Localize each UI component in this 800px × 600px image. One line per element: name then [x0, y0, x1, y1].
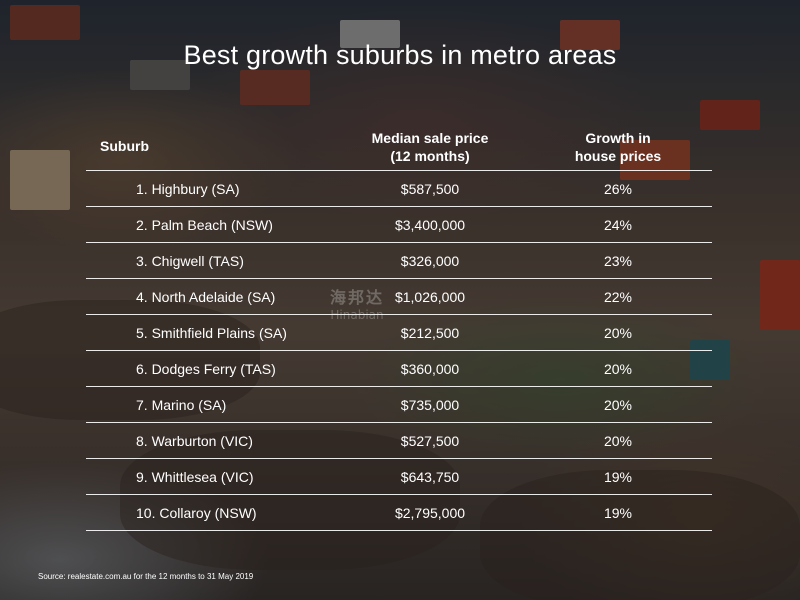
- price-cell: $212,500: [400, 325, 460, 341]
- roof-shape: [10, 150, 70, 210]
- growth-cell: 23%: [603, 253, 633, 269]
- header-growth-line1: Growth in: [585, 130, 651, 146]
- roof-shape: [340, 20, 400, 48]
- header-growth-line2: house prices: [574, 148, 662, 164]
- suburb-cell: 9. Whittlesea (VIC): [136, 469, 254, 485]
- suburb-cell: 4. North Adelaide (SA): [136, 289, 276, 305]
- roof-shape: [620, 140, 690, 180]
- growth-cell: 20%: [603, 325, 633, 341]
- table-row: 8. Warburton (VIC) $527,500 20%: [86, 422, 712, 458]
- growth-cell: 26%: [603, 181, 633, 197]
- growth-cell: 20%: [603, 361, 633, 377]
- source-note: Source: realestate.com.au for the 12 mon…: [38, 572, 254, 581]
- price-cell: $527,500: [400, 433, 460, 449]
- price-cell: $3,400,000: [394, 217, 466, 233]
- header-growth: Growth in house prices: [548, 129, 688, 165]
- price-cell: $326,000: [400, 253, 460, 269]
- table-row: 5. Smithfield Plains (SA) $212,500 20%: [86, 314, 712, 350]
- growth-cell: 24%: [603, 217, 633, 233]
- growth-cell: 22%: [603, 289, 633, 305]
- header-suburb: Suburb: [100, 138, 149, 154]
- rock-shape: [0, 300, 260, 420]
- suburb-cell: 3. Chigwell (TAS): [136, 253, 244, 269]
- watermark-logo: 海邦达: [330, 288, 385, 307]
- suburb-cell: 1. Highbury (SA): [136, 181, 240, 197]
- rock-shape: [120, 430, 460, 570]
- header-price: Median sale price (12 months): [330, 129, 530, 165]
- table-header: Suburb Median sale price (12 months) Gro…: [86, 126, 712, 170]
- roof-shape: [240, 70, 310, 105]
- table-row: 6. Dodges Ferry (TAS) $360,000 20%: [86, 350, 712, 386]
- price-cell: $735,000: [400, 397, 460, 413]
- table-row: 3. Chigwell (TAS) $326,000 23%: [86, 242, 712, 278]
- suburb-cell: 6. Dodges Ferry (TAS): [136, 361, 276, 377]
- rock-shape: [480, 470, 800, 600]
- roof-shape: [700, 100, 760, 130]
- roof-shape: [760, 260, 800, 330]
- watermark: 海邦达 Hinabian: [330, 284, 384, 322]
- header-price-line2: (12 months): [390, 148, 470, 164]
- table-row: 9. Whittlesea (VIC) $643,750 19%: [86, 458, 712, 494]
- table-row: 4. North Adelaide (SA) $1,026,000 22%: [86, 278, 712, 314]
- table-bottom-rule: [86, 530, 712, 531]
- price-cell: $643,750: [400, 469, 460, 485]
- roof-shape: [10, 5, 80, 40]
- suburb-cell: 5. Smithfield Plains (SA): [136, 325, 287, 341]
- growth-table: Suburb Median sale price (12 months) Gro…: [86, 126, 712, 531]
- table-row: 7. Marino (SA) $735,000 20%: [86, 386, 712, 422]
- growth-cell: 20%: [603, 397, 633, 413]
- price-cell: $1,026,000: [394, 289, 466, 305]
- roof-shape: [130, 60, 190, 90]
- table-row: 10. Collaroy (NSW) $2,795,000 19%: [86, 494, 712, 530]
- growth-cell: 19%: [603, 469, 633, 485]
- table-row: 1. Highbury (SA) $587,500 26%: [86, 170, 712, 206]
- pool-shape: [690, 340, 730, 380]
- table-row: 2. Palm Beach (NSW) $3,400,000 24%: [86, 206, 712, 242]
- page-title: Best growth suburbs in metro areas: [183, 40, 617, 70]
- suburb-cell: 10. Collaroy (NSW): [136, 505, 257, 521]
- suburb-cell: 7. Marino (SA): [136, 397, 227, 413]
- price-cell: $360,000: [400, 361, 460, 377]
- price-cell: $587,500: [400, 181, 460, 197]
- watermark-sub: Hinabian: [330, 308, 384, 322]
- growth-cell: 20%: [603, 433, 633, 449]
- header-price-line1: Median sale price: [371, 130, 489, 146]
- growth-cell: 19%: [603, 505, 633, 521]
- price-cell: $2,795,000: [394, 505, 466, 521]
- suburb-cell: 8. Warburton (VIC): [136, 433, 253, 449]
- roof-shape: [560, 20, 620, 50]
- suburb-cell: 2. Palm Beach (NSW): [136, 217, 273, 233]
